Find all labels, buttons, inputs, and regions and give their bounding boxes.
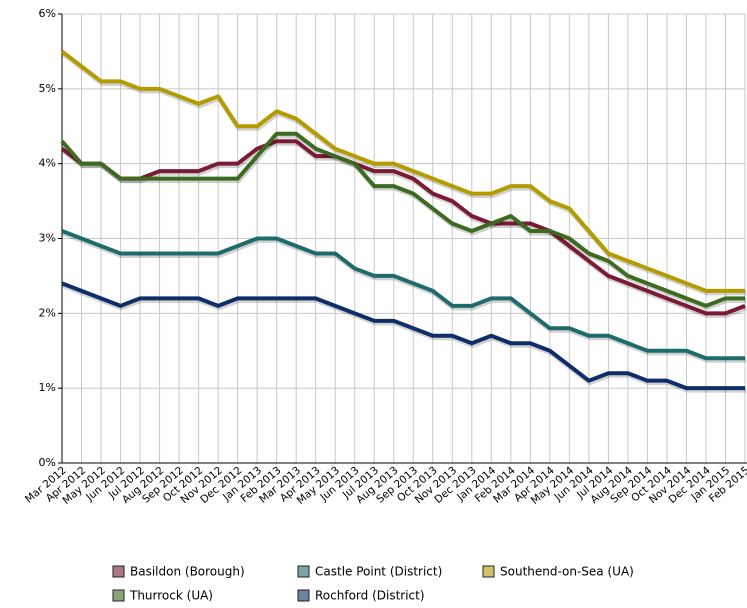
y-tick-label: 1% bbox=[39, 381, 56, 394]
legend-swatch bbox=[482, 565, 495, 578]
legend-label: Rochford (District) bbox=[315, 589, 425, 603]
legend-swatch bbox=[297, 565, 310, 578]
series-line bbox=[60, 49, 745, 293]
series-line bbox=[60, 131, 745, 308]
y-tick-label: 2% bbox=[39, 306, 56, 319]
y-tick-label: 4% bbox=[39, 157, 56, 170]
line-shadow bbox=[62, 283, 746, 393]
series-line bbox=[61, 281, 745, 391]
y-tick-label: 6% bbox=[39, 7, 56, 20]
legend-label: Southend-on-Sea (UA) bbox=[500, 565, 634, 579]
y-tick-label: 0% bbox=[39, 456, 56, 469]
y-tick-label: 5% bbox=[39, 82, 56, 95]
y-tick-label: 3% bbox=[39, 232, 56, 245]
legend-label: Castle Point (District) bbox=[315, 565, 442, 579]
series-line bbox=[60, 139, 746, 316]
series-line bbox=[61, 229, 745, 361]
legend-swatch bbox=[112, 565, 125, 578]
legend-label: Basildon (Borough) bbox=[130, 565, 245, 579]
legend-swatch bbox=[112, 589, 125, 602]
legend-label: Thurrock (UA) bbox=[129, 589, 213, 603]
legend-swatch bbox=[297, 589, 310, 602]
